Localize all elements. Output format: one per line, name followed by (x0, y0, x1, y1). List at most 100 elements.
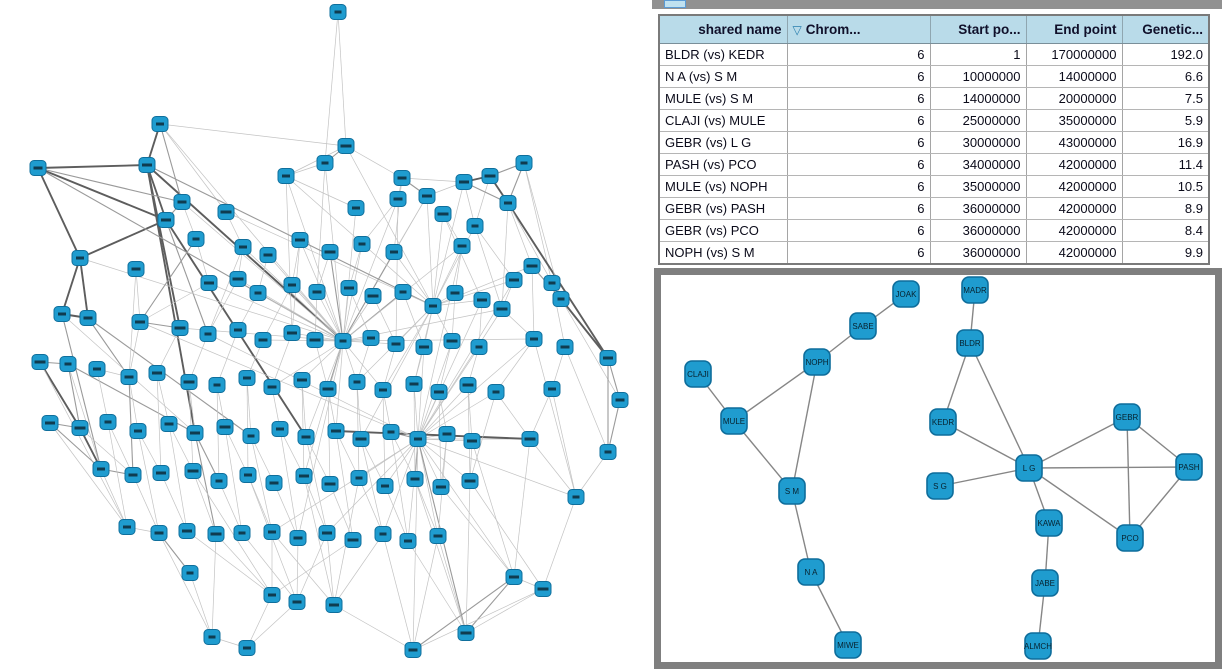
table-cell[interactable]: 8.4 (1122, 219, 1210, 242)
table-cell[interactable]: 25000000 (930, 109, 1027, 132)
table-cell[interactable]: 6 (787, 65, 931, 88)
table-cell[interactable]: MULE (vs) NOPH (659, 175, 788, 198)
table-cell[interactable]: 42000000 (1026, 241, 1123, 265)
panel-tab[interactable] (664, 0, 686, 8)
table-cell[interactable]: 16.9 (1122, 131, 1210, 154)
network-node[interactable] (961, 276, 989, 304)
table-row[interactable]: PASH (vs) PCO 6 34000000 42000000 11.4 (659, 153, 1210, 176)
table-row[interactable]: NOPH (vs) S M 6 36000000 42000000 9.9 (659, 241, 1210, 265)
table-cell[interactable]: MULE (vs) S M (659, 87, 788, 110)
table-row[interactable]: GEBR (vs) PASH 6 36000000 42000000 8.9 (659, 197, 1210, 220)
table-cell[interactable]: 42000000 (1026, 197, 1123, 220)
column-header-chromosome[interactable]: ▽ Chrom... (787, 15, 931, 44)
network-node[interactable] (849, 312, 877, 340)
network-edge[interactable] (939, 467, 1030, 487)
table-cell[interactable]: CLAJI (vs) MULE (659, 109, 788, 132)
network-node[interactable] (1024, 632, 1052, 660)
table-row[interactable]: BLDR (vs) KEDR 6 1 170000000 192.0 (659, 43, 1210, 66)
table-cell[interactable]: 10000000 (930, 65, 1027, 88)
network-node[interactable] (834, 631, 862, 659)
table-cell[interactable]: 6 (787, 43, 931, 66)
table-row[interactable]: N A (vs) S M 6 10000000 14000000 6.6 (659, 65, 1210, 88)
network-edge[interactable] (791, 361, 818, 492)
table-cell[interactable]: GEBR (vs) PASH (659, 197, 788, 220)
table-cell[interactable]: 35000000 (1026, 109, 1123, 132)
network-edge[interactable] (1028, 467, 1131, 539)
table-cell[interactable]: 11.4 (1122, 153, 1210, 176)
table-cell[interactable]: 20000000 (1026, 87, 1123, 110)
network-node[interactable] (1031, 569, 1059, 597)
table-row[interactable]: GEBR (vs) L G 6 30000000 43000000 16.9 (659, 131, 1210, 154)
network-node[interactable] (1113, 403, 1141, 431)
table-cell[interactable]: 6.6 (1122, 65, 1210, 88)
main-network-canvas[interactable] (0, 0, 652, 669)
network-node[interactable] (956, 329, 984, 357)
network-edge (181, 201, 344, 342)
network-node[interactable] (803, 348, 831, 376)
column-header-shared-name[interactable]: shared name (659, 15, 788, 44)
network-node[interactable] (797, 558, 825, 586)
table-cell[interactable]: 192.0 (1122, 43, 1210, 66)
table-cell[interactable]: BLDR (vs) KEDR (659, 43, 788, 66)
table-cell[interactable]: 170000000 (1026, 43, 1123, 66)
table-cell[interactable]: 36000000 (930, 197, 1027, 220)
table-cell[interactable]: GEBR (vs) L G (659, 131, 788, 154)
table-row[interactable]: MULE (vs) S M 6 14000000 20000000 7.5 (659, 87, 1210, 110)
column-header-end-point[interactable]: End point (1026, 15, 1123, 44)
table-cell[interactable]: 10.5 (1122, 175, 1210, 198)
table-cell[interactable]: 36000000 (930, 219, 1027, 242)
network-node[interactable] (684, 360, 712, 388)
table-cell[interactable]: 6 (787, 153, 931, 176)
filter-icon[interactable]: ▽ (792, 23, 802, 37)
network-node[interactable] (1015, 454, 1043, 482)
network-node[interactable] (1116, 524, 1144, 552)
table-cell[interactable]: 7.5 (1122, 87, 1210, 110)
column-header-start-position[interactable]: Start po... (930, 15, 1027, 44)
network-node[interactable] (778, 477, 806, 505)
table-cell[interactable]: 14000000 (1026, 65, 1123, 88)
table-row[interactable]: MULE (vs) NOPH 6 35000000 42000000 10.5 (659, 175, 1210, 198)
table-cell[interactable]: 6 (787, 197, 931, 220)
network-edge[interactable] (1126, 416, 1131, 539)
table-cell[interactable]: PASH (vs) PCO (659, 153, 788, 176)
network-edge[interactable] (1028, 466, 1190, 469)
table-cell[interactable]: N A (vs) S M (659, 65, 788, 88)
network-edge[interactable] (733, 361, 818, 422)
table-cell[interactable]: 6 (787, 87, 931, 110)
table-cell[interactable]: 1 (930, 43, 1027, 66)
table-cell[interactable]: 36000000 (930, 241, 1027, 265)
table-cell[interactable]: 35000000 (930, 175, 1027, 198)
table-cell[interactable]: 6 (787, 131, 931, 154)
network-edge[interactable] (942, 421, 1030, 469)
table-cell[interactable]: 43000000 (1026, 131, 1123, 154)
table-row[interactable]: GEBR (vs) PCO 6 36000000 42000000 8.4 (659, 219, 1210, 242)
table-cell[interactable]: 34000000 (930, 153, 1027, 176)
table-cell[interactable]: 14000000 (930, 87, 1027, 110)
table-cell[interactable]: 5.9 (1122, 109, 1210, 132)
table-cell[interactable]: 42000000 (1026, 219, 1123, 242)
main-network-graph[interactable] (0, 0, 652, 669)
table-cell[interactable]: NOPH (vs) S M (659, 241, 788, 265)
table-cell[interactable]: 6 (787, 241, 931, 265)
network-node[interactable] (720, 407, 748, 435)
network-node[interactable] (1175, 453, 1203, 481)
network-node[interactable] (926, 472, 954, 500)
network-node[interactable] (892, 280, 920, 308)
table-cell[interactable]: 30000000 (930, 131, 1027, 154)
table-row[interactable]: CLAJI (vs) MULE 6 25000000 35000000 5.9 (659, 109, 1210, 132)
network-edge[interactable] (1028, 416, 1128, 469)
table-cell[interactable]: 6 (787, 175, 931, 198)
table-cell[interactable]: 6 (787, 109, 931, 132)
sub-network-panel[interactable]: JOAK MADR SABE BLDR NOPH CLAJI MULE KEDR GEBR L G… (654, 268, 1222, 669)
network-edge[interactable] (969, 342, 1030, 469)
table-cell[interactable]: 42000000 (1026, 153, 1123, 176)
table-cell[interactable]: 8.9 (1122, 197, 1210, 220)
table-cell[interactable]: GEBR (vs) PCO (659, 219, 788, 242)
table-cell[interactable]: 6 (787, 219, 931, 242)
network-node[interactable] (1035, 509, 1063, 537)
table-cell[interactable]: 9.9 (1122, 241, 1210, 265)
network-node[interactable] (929, 408, 957, 436)
table-cell[interactable]: 42000000 (1026, 175, 1123, 198)
column-header-genetic[interactable]: Genetic... (1122, 15, 1210, 44)
sub-network-graph[interactable]: JOAK MADR SABE BLDR NOPH CLAJI MULE KEDR GEBR L G… (661, 275, 1215, 662)
